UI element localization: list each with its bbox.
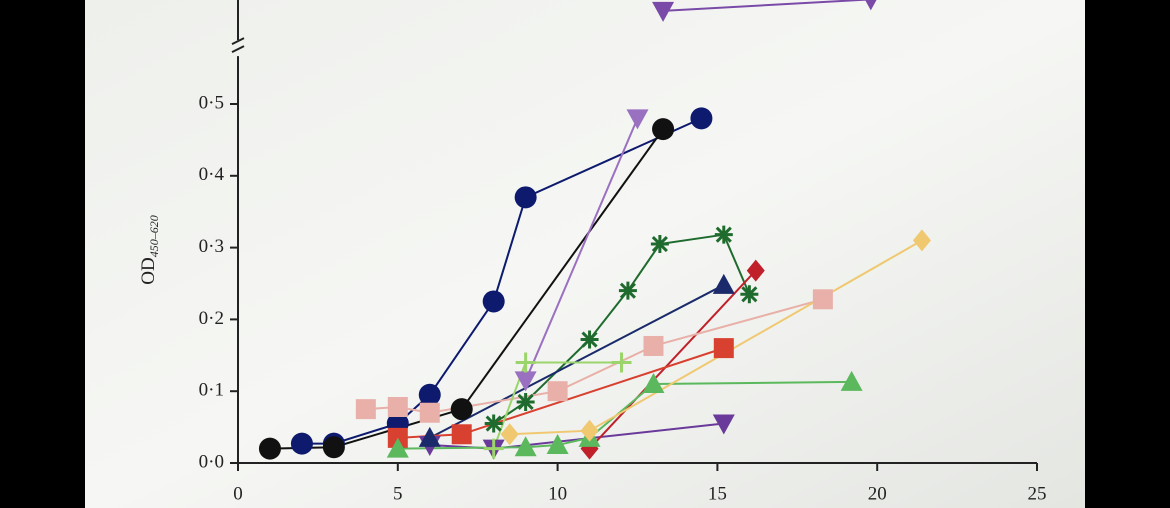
marker (484, 414, 503, 433)
y-tick-label: 0·5 (199, 92, 224, 113)
series-line (397, 380, 852, 450)
series-line (524, 117, 639, 381)
marker (418, 426, 441, 447)
x-tick-label: 15 (708, 483, 727, 504)
marker (712, 273, 735, 294)
marker (546, 434, 569, 455)
marker (258, 437, 281, 460)
marker (386, 437, 409, 458)
marker (652, 1, 675, 22)
axis-break (231, 45, 245, 53)
marker (290, 432, 313, 455)
marker (714, 225, 733, 244)
marker (514, 371, 537, 392)
marker (643, 335, 664, 356)
marker (746, 259, 765, 282)
marker (840, 370, 863, 391)
x-tick-label: 5 (393, 483, 403, 504)
marker (355, 399, 376, 420)
marker (865, 0, 877, 11)
y-label-main: OD (138, 257, 159, 284)
marker (514, 436, 537, 457)
marker (912, 229, 931, 252)
marker (483, 438, 504, 459)
axes: 0 5 10 15 20 25 0·0 0·1 0·2 0·3 0·4 0·5 1 (199, 0, 1047, 504)
marker (516, 392, 535, 411)
axis-break (231, 37, 245, 45)
marker (618, 281, 637, 300)
plot-area (258, 0, 931, 460)
y-axis-label: OD450–620 (138, 215, 160, 284)
marker (322, 436, 345, 459)
marker (514, 186, 537, 209)
series-line (429, 284, 725, 439)
marker (451, 424, 472, 445)
marker (626, 109, 649, 130)
y-tick-label: 0·3 (199, 236, 224, 257)
y-tick-label: 0·0 (199, 451, 224, 472)
marker (500, 423, 519, 446)
marker (419, 402, 440, 423)
x-tick-label: 0 (233, 483, 243, 504)
y-tick-label: 1 (215, 0, 225, 2)
marker (580, 419, 599, 442)
series-line (663, 0, 871, 12)
x-tick-label: 20 (868, 483, 887, 504)
marker (642, 373, 665, 394)
marker (515, 352, 536, 373)
marker (713, 338, 734, 359)
marker (387, 396, 408, 417)
marker (740, 285, 759, 304)
marker (812, 289, 833, 310)
marker (450, 398, 473, 421)
marker (547, 381, 568, 402)
marker (580, 330, 599, 349)
marker (482, 290, 505, 313)
marker (652, 118, 675, 141)
y-tick-label: 0·1 (199, 380, 224, 401)
series-line (588, 269, 757, 450)
y-tick-label: 0·2 (199, 308, 224, 329)
marker (611, 352, 632, 373)
paper (85, 0, 1085, 508)
marker (712, 414, 735, 435)
y-tick-label: 0·4 (199, 164, 225, 185)
marker (650, 235, 669, 254)
y-label-sub: 450–620 (147, 215, 161, 257)
x-tick-label: 25 (1028, 483, 1047, 504)
marker (418, 383, 441, 406)
marker (690, 107, 713, 130)
x-tick-label: 10 (548, 483, 567, 504)
